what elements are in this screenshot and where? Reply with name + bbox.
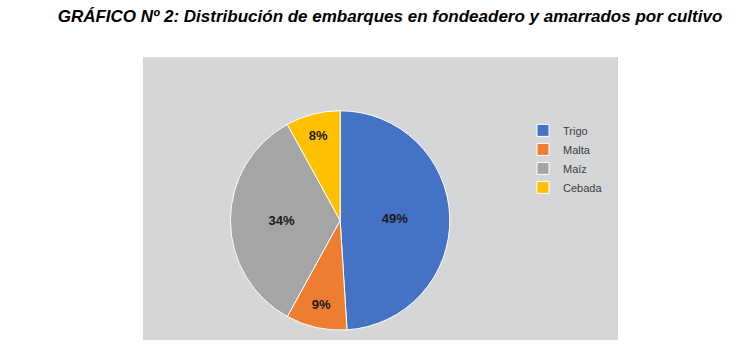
svg-text:Trigo: Trigo [563,125,588,137]
svg-text:34%: 34% [268,213,294,228]
svg-text:8%: 8% [309,128,328,143]
svg-text:49%: 49% [382,211,408,226]
svg-text:9%: 9% [312,297,331,312]
svg-text:Malta: Malta [563,144,591,156]
svg-text:Cebada: Cebada [563,182,602,194]
svg-text:GRÁFICO Nº 2: Distribución de: GRÁFICO Nº 2: Distribución de embarques … [58,7,723,26]
svg-text:Maíz: Maíz [563,163,587,175]
